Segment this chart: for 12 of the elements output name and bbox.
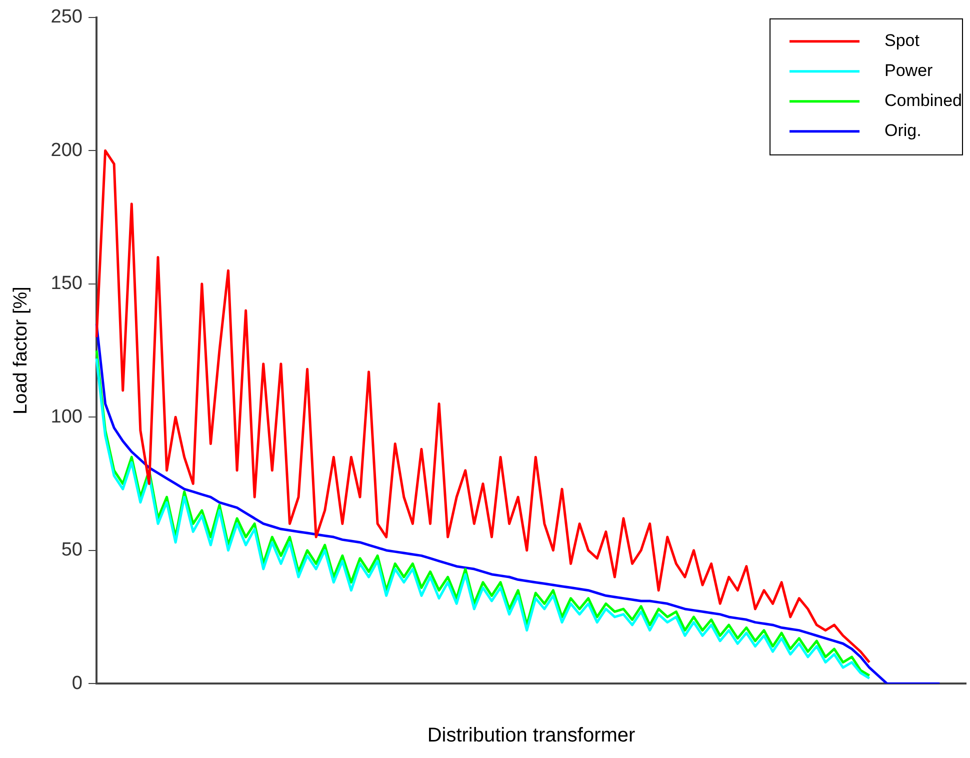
y-axis-title: Load factor [%] bbox=[10, 286, 32, 414]
y-tick-label: 200 bbox=[50, 140, 82, 161]
legend-label: Spot bbox=[884, 31, 920, 50]
legend-label: Orig. bbox=[884, 121, 922, 140]
y-tick-label: 0 bbox=[72, 672, 82, 694]
legend-label: Power bbox=[884, 61, 934, 80]
y-tick-label: 150 bbox=[50, 273, 82, 294]
y-tick-label: 50 bbox=[61, 540, 82, 561]
y-tick-label: 250 bbox=[50, 6, 82, 28]
y-tick-label: 100 bbox=[50, 406, 82, 428]
legend-label: Combined bbox=[884, 91, 962, 110]
x-axis-title: Distribution transformer bbox=[427, 724, 636, 747]
